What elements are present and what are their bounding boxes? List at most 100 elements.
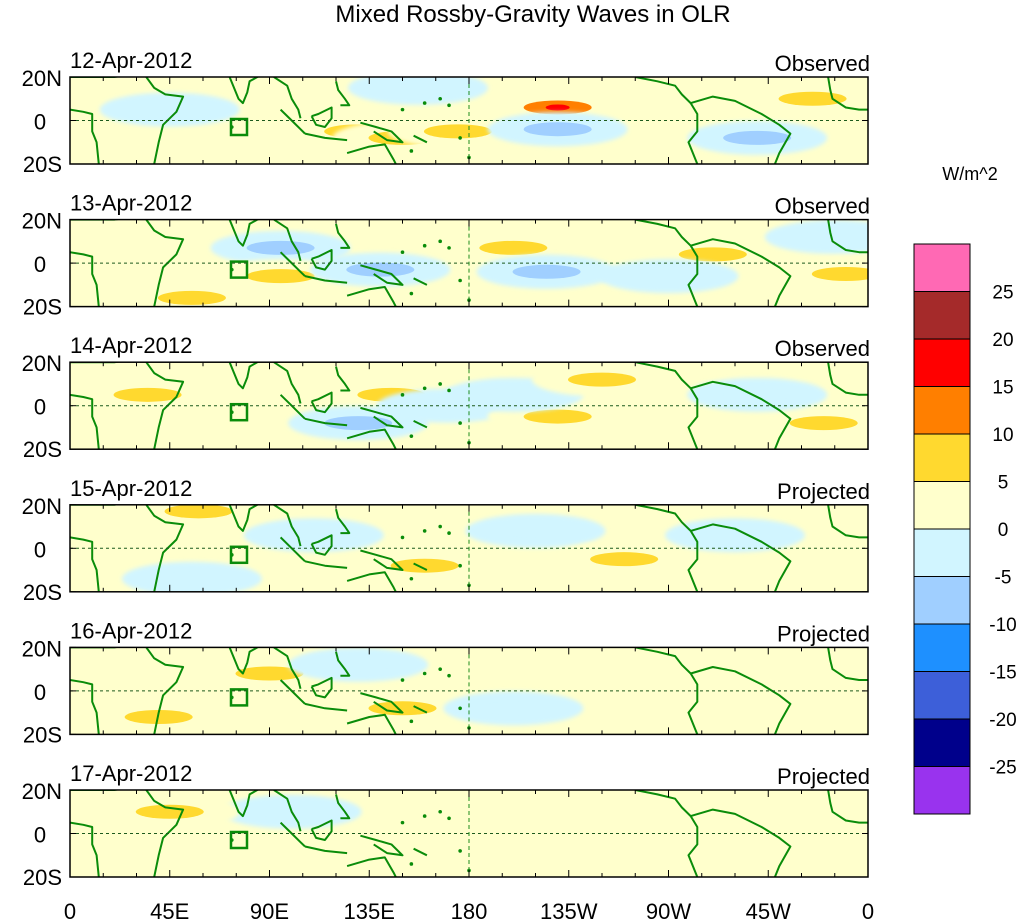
coastlines [70,790,868,877]
coastline-15 [827,647,868,681]
coastline-15 [827,219,868,254]
panel-date: 12-Apr-2012 [70,48,192,73]
island-6 [458,136,462,140]
lon-tick-label: 45W [746,899,791,922]
coastline-14 [690,808,792,877]
coastline-14 [690,95,792,164]
coastline-9 [360,121,404,144]
coastline-2 [70,108,100,164]
lon-tick-label: 90W [646,899,691,922]
island-8 [409,434,414,438]
anomaly-core-6 [701,528,769,543]
island-2 [400,393,405,397]
coastline-4 [273,790,302,832]
coastline-10 [413,705,428,714]
coastline-8 [335,223,351,249]
coastline-1 [70,790,185,877]
panel-date: 15-Apr-2012 [70,476,192,501]
coastline-12 [635,647,692,675]
coastline-13 [687,530,699,592]
colorbar-tick-label: -10 [989,615,1016,636]
coastline-5 [279,821,306,848]
anomaly-core-1 [164,504,233,519]
coastline-4 [273,219,302,262]
colorbar-tick-label: -25 [989,758,1016,779]
anomaly-core-3 [346,262,415,277]
coastline-11 [346,856,397,877]
coastline-5 [279,679,306,705]
colorbar-swatch-3 [913,671,971,720]
lat-label: 20S [23,865,62,890]
anomaly-core-6 [678,247,747,262]
island-8 [409,576,414,581]
coastline-2 [70,821,100,877]
coastline-3 [228,647,260,675]
coastline-3 [228,362,260,390]
lat-label: 0 [34,823,46,848]
anomaly-core-2 [324,416,393,431]
colorbar-swatch-11 [913,291,971,340]
lat-label: 20S [23,152,62,177]
island-5 [447,388,451,393]
coastline-2 [70,679,100,735]
coastline-7 [310,391,333,414]
anomaly-core-6 [523,122,592,137]
coastline-4 [273,504,302,547]
colorbar-swatch-9 [913,386,971,435]
island-3 [422,243,427,248]
coastline-7 [310,106,333,128]
region-box [229,688,249,707]
coastline-1 [70,362,185,450]
coastline-11 [346,713,397,735]
coastline-8 [335,794,351,820]
anomaly-core-3 [390,558,459,573]
lat-label: 20S [23,295,62,320]
region-box [229,117,249,137]
island-4 [438,239,442,244]
coastline-13 [687,102,699,164]
coastlines [70,362,868,450]
coastline-13 [687,387,699,450]
coastline-5 [279,536,306,563]
coastline-9 [360,406,404,429]
coastline-7 [310,534,333,556]
coastline-15 [827,77,868,111]
lat-label: 0 [34,395,46,420]
coastline-10 [413,562,428,571]
coastline-10 [413,277,428,286]
lon-tick-label: 180 [451,899,488,922]
coastline-5 [279,394,306,420]
coastline-11 [346,571,397,592]
island-5 [447,531,451,535]
island-2 [400,107,405,112]
anomaly-core-1 [384,80,453,95]
coastline-8 [335,508,351,535]
region-box [229,260,249,279]
coastline-8 [335,366,351,392]
coastline-14 [690,666,792,735]
coastline-5 [279,251,306,277]
anomaly-core-2 [324,657,393,672]
anomaly-core-9 [113,387,182,402]
island-3 [422,671,427,676]
island-6 [458,278,462,283]
coastline-14 [690,380,792,450]
anomaly-core-5 [479,387,548,402]
panel-date: 13-Apr-2012 [70,191,192,216]
coastline-6 [304,702,348,712]
panel-status: Projected [777,764,870,789]
island-8 [409,149,414,153]
anomaly-core-10 [169,139,237,154]
panel-status: Observed [775,336,870,361]
lat-label: 20N [22,209,62,234]
anomaly-core-4 [501,523,570,538]
coastline-7 [310,676,333,699]
coastline-12 [635,790,692,817]
anomaly-core-4 [479,240,548,255]
colorbar-tick-label: -15 [989,663,1016,684]
coastline-5 [279,108,306,135]
anomaly-core-8 [723,387,792,402]
island-4 [438,382,442,386]
panel-status: Projected [777,621,870,646]
coastline-12 [635,362,692,390]
